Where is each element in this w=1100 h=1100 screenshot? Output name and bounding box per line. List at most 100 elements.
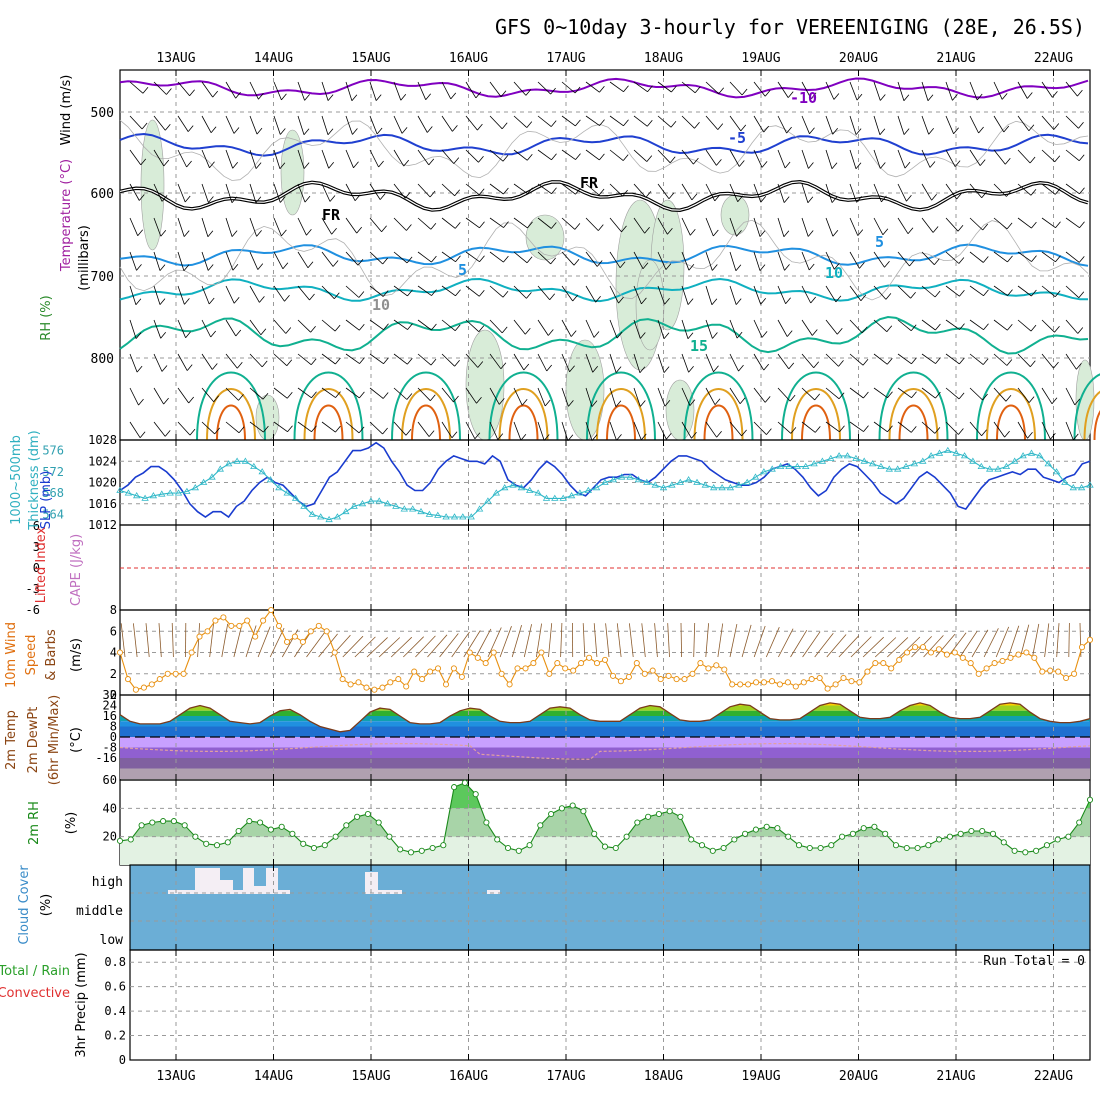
surface-barb [693,622,696,658]
barb-shaft [345,217,358,234]
barb-flag [932,226,939,233]
barb-flag [574,86,581,94]
barb-flag [716,430,722,438]
barb-flag [761,331,768,338]
upper-barb [393,115,408,134]
barb-shaft [993,251,1008,263]
barb-flag [381,225,387,233]
upper-barb [753,217,766,237]
rh-line-point [1065,833,1072,840]
wind-speed-line-point [1007,654,1014,661]
barb-shaft [393,217,407,231]
barb-shaft [129,285,137,305]
barb-flag [714,194,721,202]
upper-barb [993,149,1011,165]
ylabel-millibars: (millibars) [77,225,92,291]
upper-barb [705,217,719,237]
temp-tick-32: 32 [103,688,117,702]
upper-barb [657,251,672,270]
barb-flag [598,188,605,196]
upper-barb [1017,115,1035,132]
upper-barb [825,251,840,270]
barb-shaft [537,353,548,372]
barb-flag [693,157,699,165]
upper-barb [729,183,744,202]
upper-barb [441,183,461,197]
barb-flag [328,162,335,169]
upper-barb [1017,285,1037,297]
barb-shaft [1017,251,1032,262]
barb-shaft [825,353,839,367]
barb-shaft [705,353,714,372]
upper-barb [321,183,336,202]
barb-shaft [561,217,576,230]
rh-tick-60: 60 [103,773,117,787]
barb-shaft [297,149,305,169]
wind-speed-line-point [601,656,609,663]
barb-flag [210,330,217,338]
barb-shaft [465,217,480,229]
upper-barb [969,353,989,365]
upper-barb [849,285,867,301]
barb-flag [789,394,796,402]
upper-barb [153,115,171,131]
barb-shaft [369,387,384,399]
barb-shaft [921,81,929,101]
upper-barb [873,115,886,135]
barb-shaft [1017,353,1031,367]
barb-shaft [873,353,888,365]
barb-shaft [201,149,210,168]
upper-barb [561,183,581,195]
thickness-line-point [308,510,317,517]
ylabel-speed: Speed [24,635,39,676]
surface-barb [935,633,956,658]
contour-minus10 [119,77,1089,99]
barb-shaft [441,115,453,132]
barb-flag [910,291,916,299]
thickness-line-point [1061,478,1069,485]
barb-shaft [609,421,617,441]
upper-barb [393,149,410,167]
rh-line-point [882,830,889,837]
barb-flag [1055,255,1061,263]
upper-barb [153,421,171,437]
rh-line-point [558,805,565,812]
barb-shaft [729,285,737,305]
upper-barb [513,285,532,299]
upper-barb [849,319,868,334]
barb-shaft [657,387,666,407]
upper-barb [681,183,698,201]
barb-flag [327,128,334,135]
barb-shaft [513,149,528,161]
upper-barb [297,251,314,269]
rh-line-point [548,810,555,818]
upper-barb [561,353,575,373]
rh-line-point [957,830,964,837]
upper-barb [849,149,862,169]
wind-speed-line-point [244,617,251,624]
barb-shaft [921,149,931,168]
barb-flag [879,94,886,101]
barb-flag [310,358,317,365]
barb-shaft [801,81,812,99]
date-label-top-20AUG: 20AUG [839,51,878,66]
barb-shaft [969,217,983,231]
rh-line-point [440,842,447,849]
barb-flag [958,392,965,400]
wind-speed-line-point [896,656,903,663]
wind-tick-2: 2 [110,667,117,681]
barb-shaft [129,319,137,339]
rh-line-point [1011,847,1018,854]
barb-shaft [417,115,428,133]
upper-barb [897,115,910,135]
barb-shaft [633,353,641,373]
barb-shaft [777,319,788,337]
upper-barb [705,183,721,202]
surface-barb [560,622,563,658]
wind-speed-line-point [991,660,998,667]
surface-barb [705,623,709,658]
upper-barb [849,353,869,366]
thickness-line-point [601,478,609,485]
upper-barb [777,251,790,271]
ylabel-cloud-cover: Cloud Cover [17,865,32,945]
